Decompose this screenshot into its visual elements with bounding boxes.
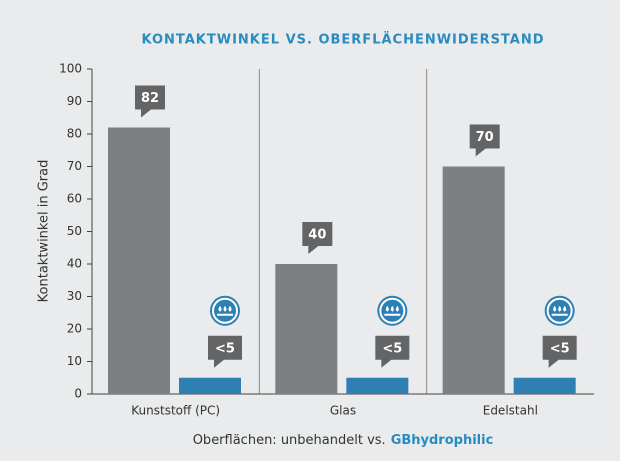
y-tick-label: 20 xyxy=(67,322,82,336)
x-tick-label: Edelstahl xyxy=(483,404,538,418)
bar xyxy=(108,127,170,394)
callout xyxy=(542,335,577,368)
x-tick-label: Kunststoff (PC) xyxy=(131,404,220,418)
y-tick-label: 100 xyxy=(59,62,82,76)
y-tick-label: 60 xyxy=(67,192,82,206)
y-tick-label: 70 xyxy=(67,159,82,173)
icon-drop xyxy=(228,305,232,312)
value-label: <5 xyxy=(382,341,402,356)
callout xyxy=(208,335,242,368)
bar xyxy=(179,377,241,394)
icon-drop xyxy=(390,305,394,312)
icon-ring xyxy=(379,297,406,324)
bar xyxy=(275,264,338,394)
y-tick-label: 80 xyxy=(67,127,82,141)
value-label: <5 xyxy=(550,341,570,356)
bar xyxy=(513,377,576,394)
y-tick-label: 40 xyxy=(67,257,82,271)
value-label: <5 xyxy=(215,341,235,356)
icon-base xyxy=(384,313,401,316)
y-tick-label: 0 xyxy=(74,387,82,401)
callout xyxy=(135,85,165,118)
x-axis-label: Oberflächen: unbehandelt vs. GBhydrophili… xyxy=(193,433,494,448)
chart-title: KONTAKTWINKEL VS. OBERFLÄCHENWIDERSTAND xyxy=(141,32,544,48)
value-label: 70 xyxy=(476,130,494,145)
callout xyxy=(302,222,333,254)
icon-drop xyxy=(385,305,389,312)
value-label: 40 xyxy=(308,228,326,243)
y-tick-label: 30 xyxy=(67,289,82,303)
icon-drop xyxy=(558,305,562,312)
y-tick-label: 50 xyxy=(67,224,82,238)
callout xyxy=(469,124,500,157)
icon-drop xyxy=(218,305,222,312)
icon-ring xyxy=(546,297,573,324)
y-tick-label: 90 xyxy=(67,94,82,108)
y-tick-label: 10 xyxy=(67,354,82,368)
icon-drop xyxy=(395,305,399,312)
bar xyxy=(346,377,409,394)
icon-drop xyxy=(553,305,557,312)
value-label: 82 xyxy=(141,91,159,106)
icon-base xyxy=(551,313,568,316)
icon-drop xyxy=(563,305,567,312)
icon-base xyxy=(217,313,233,316)
bar xyxy=(442,166,505,394)
x-label-highlight: GBhydrophilic xyxy=(391,433,494,448)
x-label-part: Oberflächen: unbehandelt vs. xyxy=(193,433,386,448)
x-tick-label: Glas xyxy=(330,404,356,418)
y-axis-label: Kontaktwinkel in Grad xyxy=(37,160,52,303)
icon-drop xyxy=(223,305,227,312)
callout xyxy=(375,335,410,368)
icon-ring xyxy=(212,297,238,324)
